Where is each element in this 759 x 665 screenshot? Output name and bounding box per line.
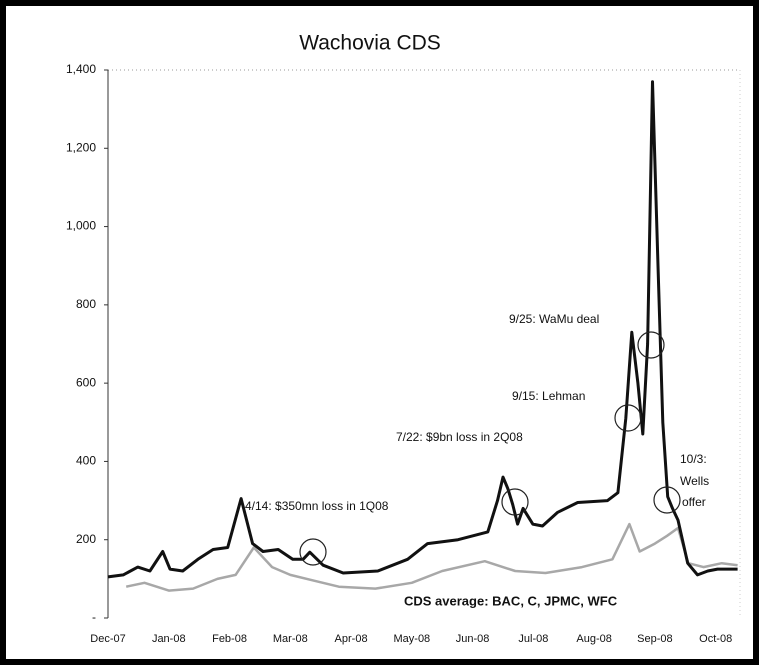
annotation: 9/25: WaMu deal: [509, 312, 599, 326]
y-tick-label: 600: [76, 375, 96, 389]
y-tick-label: 800: [76, 297, 96, 311]
annotation: offer: [682, 495, 706, 509]
x-tick-label: Jun-08: [456, 633, 490, 645]
annotation-circle: [299, 538, 327, 566]
x-tick-label: May-08: [394, 633, 431, 645]
annotation-circle: [614, 404, 642, 432]
series-line: [125, 522, 738, 592]
y-tick-label: -: [92, 610, 96, 624]
x-tick-label: Mar-08: [273, 633, 308, 645]
annotation-circles: [299, 331, 681, 566]
y-tick-label: 400: [76, 454, 96, 468]
chart-title: Wachovia CDS: [299, 32, 441, 55]
legend-label: CDS average: BAC, C, JPMC, WFC: [404, 593, 618, 608]
x-tick-label: Dec-07: [90, 633, 125, 645]
x-tick-label: Feb-08: [212, 633, 247, 645]
annotation: 10/3:: [680, 452, 707, 466]
annotation: 9/15: Lehman: [512, 389, 585, 403]
x-tick-label: Oct-08: [699, 633, 732, 645]
y-tick-label: 1,000: [66, 219, 96, 233]
x-tick-label: Jan-08: [152, 633, 186, 645]
x-tick-label: Jul-08: [518, 633, 548, 645]
y-tick-label: 1,200: [66, 140, 96, 154]
x-tick-label: Aug-08: [576, 633, 611, 645]
x-tick-label: Sep-08: [637, 633, 672, 645]
annotation-circle: [637, 331, 665, 359]
y-tick-label: 200: [76, 532, 96, 546]
y-tick-label: 1,400: [66, 62, 96, 76]
background: [6, 6, 753, 659]
annotation: 4/14: $350mn loss in 1Q08: [245, 499, 389, 513]
annotation-circle: [501, 488, 529, 516]
annotation-circle: [653, 486, 681, 514]
annotation: 7/22: $9bn loss in 2Q08: [396, 430, 523, 444]
x-tick-label: Apr-08: [335, 633, 368, 645]
series-line: [107, 80, 738, 579]
annotation: Wells: [680, 474, 709, 488]
